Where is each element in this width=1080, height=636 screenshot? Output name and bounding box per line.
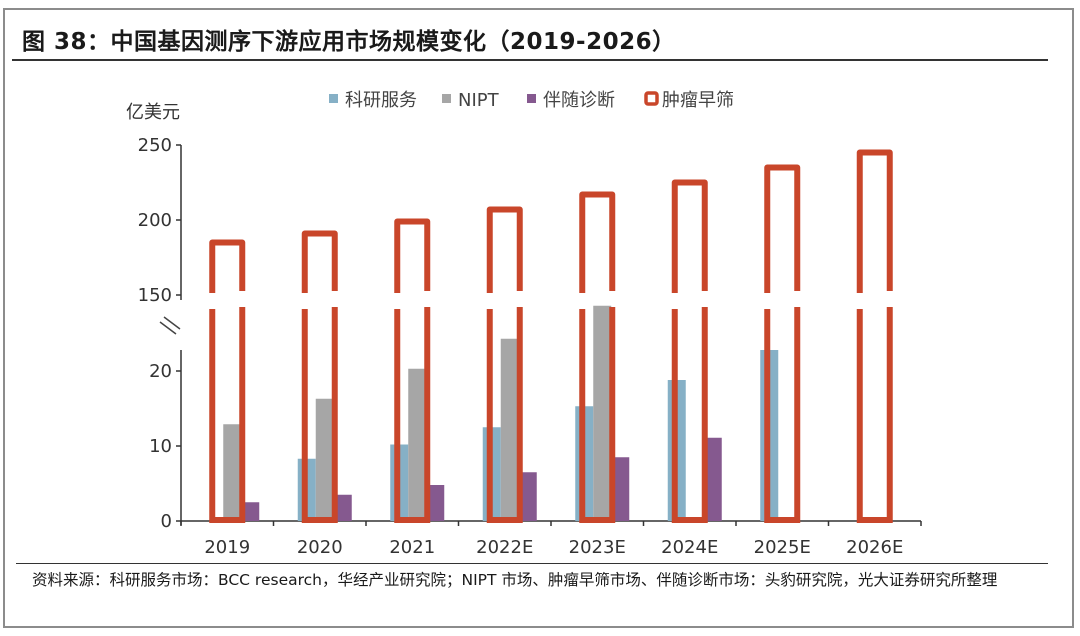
- title-divider: [12, 59, 1048, 61]
- legend-swatch-2: [527, 94, 536, 103]
- bar-伴随诊断: [333, 494, 352, 521]
- category-group-2019: [209, 239, 260, 523]
- y-tick-label: 0: [161, 511, 172, 532]
- bar-tumor-lower: [856, 307, 893, 523]
- category-group-2020: [297, 230, 352, 523]
- legend-swatch-0: [329, 94, 338, 103]
- category-group-2021: [390, 218, 445, 523]
- bar-NIPT: [315, 398, 334, 521]
- y-tick-label: 250: [138, 135, 172, 156]
- category-group-2024E: [667, 179, 722, 523]
- x-tick-label: 2024E: [661, 537, 718, 558]
- legend-label: 科研服务: [345, 90, 417, 111]
- y-tick-label: 200: [138, 210, 172, 231]
- bar-NIPT: [500, 338, 519, 521]
- bar-伴随诊断: [703, 437, 722, 521]
- category-group-2025E: [760, 164, 801, 523]
- bar-tumor-upper: [579, 191, 616, 293]
- axis-break-mark: [163, 316, 181, 330]
- bar-NIPT: [408, 368, 427, 521]
- y-tick-label: 150: [138, 285, 172, 306]
- axis-break-mark: [159, 321, 177, 335]
- figure-frame: [3, 8, 1074, 628]
- x-tick-label: 2022E: [476, 537, 533, 558]
- bars: [209, 149, 893, 523]
- bar-NIPT: [593, 305, 612, 521]
- bar-tumor-upper: [394, 218, 431, 293]
- bar-伴随诊断: [241, 502, 260, 521]
- category-group-2023E: [575, 191, 630, 523]
- chart-legend: 科研服务 NIPT 伴随诊断 肿瘤早筛: [329, 90, 734, 111]
- legend-label: 伴随诊断: [543, 90, 615, 111]
- x-tick-labels: 2019 2020 2021 2022E 2023E 2024E 2025E 2026E: [204, 537, 903, 558]
- bar-伴随诊断: [518, 472, 537, 521]
- bar-NIPT: [223, 424, 242, 521]
- x-tick-label: 2020: [297, 537, 343, 558]
- legend-swatch-tumor-screening: [644, 91, 659, 106]
- bar-tumor-upper: [209, 239, 246, 293]
- legend-label: NIPT: [458, 90, 500, 111]
- x-tick-label: 2025E: [754, 537, 811, 558]
- legend-swatch-1: [442, 94, 451, 103]
- footer-divider: [16, 563, 1048, 564]
- y-tick-label: 10: [149, 436, 172, 457]
- bar-tumor-upper: [764, 164, 801, 293]
- legend-label: 肿瘤早筛: [662, 90, 734, 111]
- bar-tumor-upper: [856, 149, 893, 293]
- y-axis-unit-label: 亿美元: [126, 102, 180, 123]
- source-note: 资料来源：科研服务市场：BCC research，华经产业研究院；NIPT 市场…: [32, 571, 998, 589]
- bar-伴随诊断: [426, 485, 445, 521]
- x-tick-label: 2019: [204, 537, 250, 558]
- category-group-2022E: [482, 206, 537, 523]
- x-tick-label: 2021: [389, 537, 435, 558]
- bar-tumor-upper: [301, 230, 338, 293]
- bar-tumor-upper: [486, 206, 523, 293]
- figure-title: 图 38：中国基因测序下游应用市场规模变化（2019-2026）: [22, 29, 676, 55]
- y-tick-label: 20: [149, 361, 172, 382]
- category-group-2026E: [856, 149, 893, 523]
- x-tick-label: 2026E: [846, 537, 903, 558]
- bar-tumor-upper: [671, 179, 708, 293]
- bar-伴随诊断: [611, 457, 630, 521]
- x-tick-label: 2023E: [569, 537, 626, 558]
